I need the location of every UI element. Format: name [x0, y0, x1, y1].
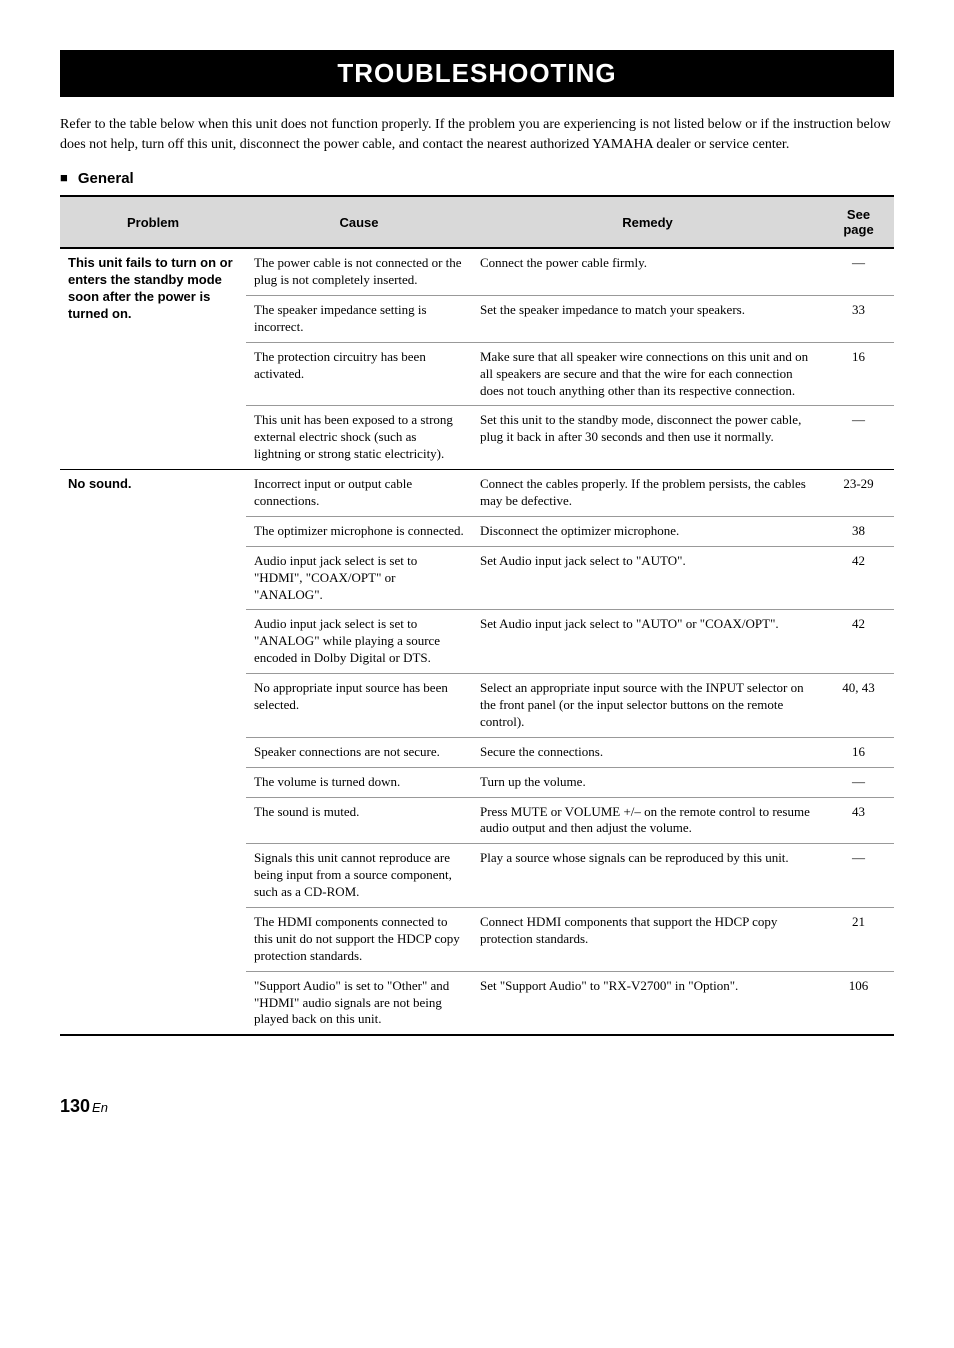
problem-cell: No sound.	[60, 470, 246, 1036]
remedy-cell: Set this unit to the standby mode, disco…	[472, 406, 823, 470]
page-cell: 16	[823, 342, 894, 406]
remedy-cell: Set "Support Audio" to "RX-V2700" in "Op…	[472, 971, 823, 1035]
page-cell: 40, 43	[823, 674, 894, 738]
section-heading: ■ General	[60, 170, 894, 187]
remedy-cell: Select an appropriate input source with …	[472, 674, 823, 738]
page-cell: 42	[823, 546, 894, 610]
page-lang: En	[92, 1100, 108, 1115]
remedy-cell: Connect the power cable firmly.	[472, 248, 823, 295]
remedy-cell: Connect HDMI components that support the…	[472, 908, 823, 972]
cause-cell: The sound is muted.	[246, 797, 472, 844]
remedy-cell: Disconnect the optimizer microphone.	[472, 516, 823, 546]
page-cell: —	[823, 844, 894, 908]
page-title: TROUBLESHOOTING	[60, 50, 894, 97]
remedy-cell: Press MUTE or VOLUME +/– on the remote c…	[472, 797, 823, 844]
remedy-cell: Connect the cables properly. If the prob…	[472, 470, 823, 517]
page-number-value: 130	[60, 1096, 90, 1116]
cause-cell: Audio input jack select is set to "HDMI"…	[246, 546, 472, 610]
cause-cell: Audio input jack select is set to "ANALO…	[246, 610, 472, 674]
section-label: General	[78, 170, 134, 187]
cause-cell: No appropriate input source has been sel…	[246, 674, 472, 738]
table-header-row: Problem Cause Remedy See page	[60, 196, 894, 248]
remedy-cell: Turn up the volume.	[472, 767, 823, 797]
page-cell: 33	[823, 295, 894, 342]
header-page: See page	[823, 196, 894, 248]
cause-cell: "Support Audio" is set to "Other" and "H…	[246, 971, 472, 1035]
remedy-cell: Make sure that all speaker wire connecti…	[472, 342, 823, 406]
square-bullet-icon: ■	[60, 170, 68, 185]
cause-cell: The protection circuitry has been activa…	[246, 342, 472, 406]
cause-cell: The HDMI components connected to this un…	[246, 908, 472, 972]
page-cell: 23-29	[823, 470, 894, 517]
remedy-cell: Secure the connections.	[472, 737, 823, 767]
cause-cell: This unit has been exposed to a strong e…	[246, 406, 472, 470]
remedy-cell: Play a source whose signals can be repro…	[472, 844, 823, 908]
header-problem: Problem	[60, 196, 246, 248]
header-cause: Cause	[246, 196, 472, 248]
cause-cell: The volume is turned down.	[246, 767, 472, 797]
page-cell: —	[823, 248, 894, 295]
page-cell: 42	[823, 610, 894, 674]
header-remedy: Remedy	[472, 196, 823, 248]
cause-cell: The optimizer microphone is connected.	[246, 516, 472, 546]
table-row: This unit fails to turn on or enters the…	[60, 248, 894, 295]
remedy-cell: Set the speaker impedance to match your …	[472, 295, 823, 342]
page-cell: 43	[823, 797, 894, 844]
page-cell: 38	[823, 516, 894, 546]
page-cell: 21	[823, 908, 894, 972]
page-cell: —	[823, 406, 894, 470]
page-cell: —	[823, 767, 894, 797]
cause-cell: Signals this unit cannot reproduce are b…	[246, 844, 472, 908]
page-cell: 106	[823, 971, 894, 1035]
page-cell: 16	[823, 737, 894, 767]
remedy-cell: Set Audio input jack select to "AUTO" or…	[472, 610, 823, 674]
troubleshooting-table: Problem Cause Remedy See page This unit …	[60, 195, 894, 1036]
page-number: 130En	[60, 1096, 894, 1117]
cause-cell: Speaker connections are not secure.	[246, 737, 472, 767]
remedy-cell: Set Audio input jack select to "AUTO".	[472, 546, 823, 610]
table-row: No sound.Incorrect input or output cable…	[60, 470, 894, 517]
problem-cell: This unit fails to turn on or enters the…	[60, 248, 246, 469]
intro-text: Refer to the table below when this unit …	[60, 115, 894, 154]
cause-cell: The power cable is not connected or the …	[246, 248, 472, 295]
cause-cell: The speaker impedance setting is incorre…	[246, 295, 472, 342]
cause-cell: Incorrect input or output cable connecti…	[246, 470, 472, 517]
